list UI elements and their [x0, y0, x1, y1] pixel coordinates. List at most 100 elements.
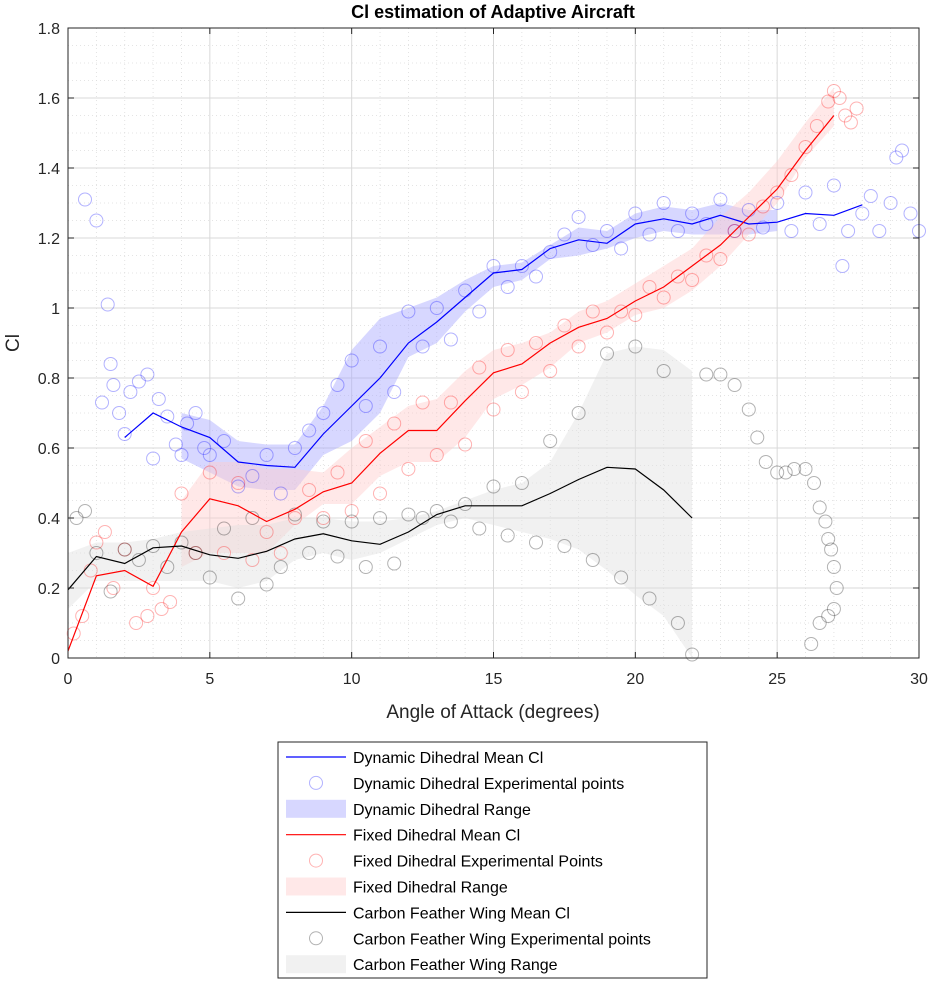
dynamic-dihedral-experimental-points-marker [131, 374, 146, 389]
dynamic-dihedral-experimental-points-marker [557, 227, 572, 242]
fixed-dihedral-experimental-points-marker [259, 525, 274, 539]
x-axis-label: Angle of Attack (degrees) [386, 702, 599, 723]
fixed-dihedral-experimental-points-marker [217, 546, 231, 560]
carbon-feather-wing-experimental-points-marker [824, 542, 839, 557]
carbon-feather-wing-experimental-points-marker [231, 591, 246, 606]
fixed-dihedral-experimental-points-marker [330, 465, 345, 480]
fixed-dihedral-experimental-points-marker [231, 476, 246, 490]
dynamic-dihedral-experimental-points-marker [146, 451, 161, 466]
y-tick-label: 0.4 [38, 511, 60, 528]
x-tick-label: 20 [626, 671, 644, 688]
legend-label-dynamic-dihedral-range: Dynamic Dihedral Range [353, 802, 531, 819]
fixed-dihedral-experimental-points-marker [600, 325, 614, 340]
dynamic-dihedral-experimental-points-marker [401, 304, 416, 319]
fixed-dihedral-experimental-points-marker [429, 448, 444, 462]
carbon-feather-wing-experimental-points-marker [117, 542, 132, 557]
dynamic-dihedral-experimental-points-marker [415, 339, 430, 354]
carbon-feather-wing-experimental-points-marker [829, 581, 844, 595]
carbon-feather-wing-experimental-points-marker [804, 637, 819, 651]
fixed-dihedral-experimental-points-marker [571, 339, 586, 354]
dynamic-dihedral-experimental-points-marker [344, 353, 359, 368]
experimental-points [66, 84, 926, 662]
fixed-dihedral-experimental-points-marker [66, 626, 81, 641]
carbon-feather-wing-experimental-points-marker [373, 511, 387, 525]
fixed-dihedral-experimental-points-marker [458, 437, 473, 452]
fixed-dihedral-experimental-points-marker [670, 269, 685, 284]
dynamic-dihedral-experimental-points-marker [514, 259, 529, 273]
dynamic-dihedral-experimental-points-marker [202, 448, 217, 462]
dynamic-dihedral-mean-cl-line [124, 204, 863, 468]
legend-swatch-carbon-feather-wing-range [286, 955, 346, 974]
dynamic-dihedral-experimental-points-marker [245, 469, 260, 483]
y-tick-label: 1 [51, 301, 60, 318]
fixed-dihedral-experimental-points-marker [529, 336, 543, 350]
dynamic-dihedral-experimental-points-marker [600, 224, 614, 238]
carbon-feather-wing-experimental-points-marker [78, 504, 92, 518]
carbon-feather-wing-experimental-points-marker [202, 570, 217, 585]
carbon-feather-wing-experimental-points-marker [826, 602, 841, 616]
dynamic-dihedral-experimental-points-marker [103, 357, 118, 371]
carbon-feather-wing-experimental-points-marker [131, 553, 146, 567]
carbon-feather-wing-experimental-points-marker [642, 591, 657, 606]
carbon-feather-wing-experimental-points-marker [699, 367, 714, 382]
carbon-feather-wing-experimental-points-marker [741, 402, 756, 417]
x-tick-label: 0 [64, 671, 73, 688]
dynamic-dihedral-experimental-points-marker [812, 217, 827, 231]
y-tick-label: 1.6 [38, 91, 60, 108]
fixed-dihedral-experimental-points-marker [443, 395, 458, 410]
dynamic-dihedral-experimental-points-marker [883, 196, 898, 210]
carbon-feather-wing-experimental-points-marker [302, 546, 317, 560]
dynamic-dihedral-experimental-points-marker [373, 339, 387, 354]
legend-label-carbon-feather-wing-mean-cl: Carbon Feather Wing Mean Cl [353, 905, 570, 922]
dynamic-dihedral-experimental-points-marker [571, 210, 586, 224]
fixed-dihedral-experimental-points-marker [784, 168, 799, 182]
fixed-dihedral-experimental-points-marker [838, 108, 853, 123]
legend-swatch-carbon-feather-wing-experimental-points [309, 931, 323, 946]
plot-grid [67, 27, 920, 659]
dynamic-dihedral-experimental-points-marker [443, 332, 458, 347]
fixed-dihedral-experimental-points-marker [163, 595, 178, 609]
mean-lines [67, 115, 863, 652]
legend-label-fixed-dihedral-experimental-points: Fixed Dihedral Experimental Points [353, 854, 603, 871]
fixed-dihedral-experimental-points-marker [174, 486, 189, 501]
fixed-dihedral-experimental-points-marker [628, 308, 643, 322]
carbon-feather-wing-experimental-points-marker [358, 560, 373, 574]
dynamic-dihedral-experimental-points-marker [180, 416, 195, 431]
carbon-feather-wing-experimental-points-marker [529, 535, 543, 550]
dynamic-dihedral-experimental-points-marker [770, 196, 785, 210]
dynamic-dihedral-range-band [181, 203, 778, 490]
fixed-dihedral-experimental-points-marker [770, 185, 785, 200]
dynamic-dihedral-experimental-points-marker [231, 479, 246, 494]
dynamic-dihedral-experimental-points-marker [713, 192, 728, 207]
dynamic-dihedral-experimental-points-marker [106, 378, 121, 392]
dynamic-dihedral-experimental-points-marker [95, 395, 109, 410]
dynamic-dihedral-experimental-points-marker [287, 441, 302, 455]
fixed-dihedral-range-band [181, 87, 834, 567]
y-tick-label: 1.2 [38, 231, 60, 248]
carbon-feather-wing-experimental-points-marker [245, 511, 260, 525]
carbon-feather-wing-experimental-points-marker [670, 616, 685, 630]
dynamic-dihedral-experimental-points-marker [273, 486, 288, 501]
fixed-dihedral-experimental-points-marker [685, 273, 700, 287]
dynamic-dihedral-experimental-points-marker [841, 224, 856, 238]
carbon-feather-wing-experimental-points-marker [472, 521, 487, 536]
carbon-feather-wing-experimental-points-marker [557, 539, 572, 553]
fixed-dihedral-experimental-points-marker [741, 227, 756, 242]
fixed-dihedral-experimental-points-marker [543, 364, 558, 378]
legend-label-carbon-feather-wing-experimental-points: Carbon Feather Wing Experimental points [353, 931, 651, 948]
legend-swatch-dynamic-dihedral-experimental-points [309, 775, 323, 790]
fixed-dihedral-experimental-points-marker [401, 462, 416, 476]
carbon-feather-wing-experimental-points-marker [486, 479, 501, 494]
dynamic-dihedral-experimental-points-marker [699, 217, 714, 231]
axis-ticks: 0 5 10 15 20 25 30 0 0.2 0.4 0.6 0.8 1 1.2 1.4 1.6 1.8 [38, 21, 928, 688]
legend-items: Dynamic Dihedral Mean Cl Dynamic Dihedral… [286, 750, 651, 974]
fixed-dihedral-experimental-points-marker [415, 395, 430, 410]
carbon-feather-wing-experimental-points-marker [727, 378, 742, 392]
dynamic-dihedral-experimental-points-marker [168, 437, 183, 452]
dynamic-dihedral-experimental-points-marker [117, 427, 132, 441]
carbon-feather-wing-experimental-points-marker [217, 521, 231, 536]
fixed-dihedral-experimental-points-marker [273, 546, 288, 560]
y-tick-label: 0 [51, 651, 60, 668]
chart-title: Cl estimation of Adaptive Aircraft [351, 2, 635, 22]
fixed-dihedral-experimental-points-marker [614, 304, 629, 319]
